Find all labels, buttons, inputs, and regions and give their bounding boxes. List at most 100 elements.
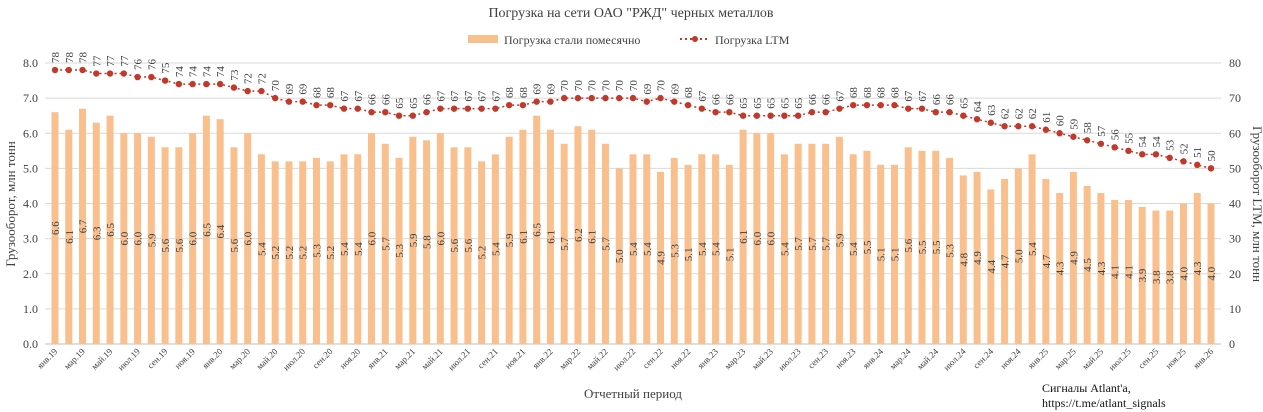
ltm-point bbox=[726, 108, 733, 116]
x-tick-label: мар.19 bbox=[62, 346, 87, 371]
ltm-data-label: 72 bbox=[256, 73, 268, 84]
ltm-point bbox=[1180, 158, 1187, 165]
ltm-data-label: 67 bbox=[917, 90, 929, 102]
x-tick-label: сен.23 bbox=[806, 346, 831, 371]
ltm-point bbox=[1125, 147, 1132, 155]
bar-data-label: 4.5 bbox=[1082, 258, 1094, 272]
bar-data-label: 4.3 bbox=[1055, 261, 1067, 275]
ltm-data-label: 62 bbox=[1027, 108, 1039, 119]
ltm-point bbox=[822, 108, 829, 116]
x-tick-label: ноя.21 bbox=[503, 346, 527, 370]
bar-data-label: 4.4 bbox=[986, 259, 998, 273]
bar-data-label: 6.6 bbox=[50, 221, 62, 235]
ltm-data-label: 67 bbox=[353, 90, 365, 102]
ltm-data-label: 72 bbox=[243, 73, 255, 84]
ltm-point bbox=[1111, 144, 1118, 151]
ltm-data-label: 70 bbox=[270, 80, 282, 92]
ltm-point bbox=[836, 105, 843, 112]
ltm-point bbox=[1138, 151, 1146, 158]
bar bbox=[560, 143, 568, 344]
ltm-data-label: 68 bbox=[504, 87, 516, 99]
bar-data-label: 6.1 bbox=[738, 230, 750, 244]
ltm-data-label: 56 bbox=[1110, 129, 1122, 141]
bar-data-label: 5.6 bbox=[463, 238, 475, 252]
x-tick-label: ноя.19 bbox=[173, 346, 198, 371]
bar bbox=[368, 133, 376, 344]
bar-data-label: 5.5 bbox=[862, 240, 874, 254]
bar bbox=[932, 150, 940, 344]
ltm-point bbox=[299, 98, 306, 105]
bar-data-label: 5.6 bbox=[449, 238, 461, 252]
bar bbox=[257, 154, 265, 344]
x-tick-label: ноя.23 bbox=[833, 346, 858, 371]
y-right-tick-label: 40 bbox=[1229, 197, 1241, 211]
ltm-point bbox=[203, 80, 210, 88]
y-axis-left-title: Грузооборот, млн тонн bbox=[3, 141, 18, 267]
x-tick-label: июл.23 bbox=[776, 346, 803, 373]
bar bbox=[189, 133, 197, 344]
ltm-data-label: 74 bbox=[201, 66, 213, 78]
ltm-point bbox=[794, 112, 802, 119]
bar bbox=[1179, 203, 1187, 344]
bar bbox=[147, 136, 155, 344]
x-tick-label: янв.25 bbox=[1026, 346, 1051, 371]
x-tick-label: июл.22 bbox=[611, 346, 637, 372]
ltm-point bbox=[464, 105, 472, 112]
ltm-point bbox=[313, 101, 320, 109]
ltm-point bbox=[285, 98, 293, 105]
bar-data-label: 6.1 bbox=[64, 230, 76, 244]
ltm-data-label: 55 bbox=[1123, 132, 1135, 144]
ltm-point bbox=[1028, 123, 1036, 130]
ltm-data-label: 65 bbox=[793, 97, 805, 109]
ltm-point bbox=[230, 84, 238, 91]
bar bbox=[904, 147, 912, 344]
bar-data-label: 6.4 bbox=[215, 224, 227, 238]
ltm-data-label: 51 bbox=[1192, 147, 1204, 158]
ltm-data-label: 65 bbox=[752, 97, 764, 109]
ltm-data-label: 69 bbox=[642, 83, 654, 95]
bar bbox=[629, 154, 637, 344]
ltm-data-label: 67 bbox=[339, 90, 351, 102]
bar bbox=[698, 154, 706, 344]
bar-data-label: 6.1 bbox=[587, 230, 599, 244]
bar-data-label: 5.5 bbox=[917, 240, 929, 254]
bar bbox=[588, 129, 596, 344]
ltm-point bbox=[340, 105, 348, 112]
ltm-data-label: 53 bbox=[1165, 139, 1177, 151]
ltm-data-label: 78 bbox=[64, 52, 76, 64]
bar bbox=[1111, 199, 1119, 344]
bar bbox=[1001, 178, 1009, 344]
ltm-point bbox=[1015, 123, 1022, 130]
bar bbox=[1028, 154, 1036, 344]
bar bbox=[987, 189, 995, 344]
ltm-data-label: 66 bbox=[931, 94, 943, 106]
bar bbox=[1069, 171, 1077, 344]
ltm-data-label: 50 bbox=[1206, 150, 1218, 162]
bar-data-label: 4.3 bbox=[1192, 261, 1204, 275]
ltm-point bbox=[574, 94, 582, 102]
legend: Погрузка стали помесячно Погрузка LTM bbox=[468, 33, 790, 47]
ltm-data-label: 67 bbox=[477, 90, 489, 102]
y-left-tick-label: 2.0 bbox=[23, 267, 38, 281]
bar bbox=[202, 115, 210, 344]
ltm-point bbox=[960, 112, 967, 119]
bar-data-label: 5.4 bbox=[256, 242, 268, 256]
bar-data-label: 5.2 bbox=[284, 246, 296, 260]
bar-data-label: 6.0 bbox=[367, 231, 379, 245]
ltm-point bbox=[450, 105, 458, 112]
legend-bar-swatch bbox=[468, 35, 498, 43]
bar bbox=[161, 147, 169, 344]
bar bbox=[808, 143, 816, 344]
bar bbox=[65, 129, 73, 344]
bar bbox=[450, 147, 458, 344]
bar bbox=[326, 161, 334, 344]
bar-data-label: 5.4 bbox=[779, 242, 791, 256]
y-left-tick-label: 0.0 bbox=[23, 337, 38, 351]
ltm-point bbox=[161, 77, 169, 84]
bar-data-label: 5.9 bbox=[408, 233, 420, 247]
bar bbox=[216, 119, 224, 344]
ltm-point bbox=[423, 108, 430, 116]
ltm-point bbox=[1194, 161, 1201, 169]
ltm-data-label: 70 bbox=[559, 80, 571, 92]
y-right-tick-label: 80 bbox=[1229, 56, 1241, 70]
